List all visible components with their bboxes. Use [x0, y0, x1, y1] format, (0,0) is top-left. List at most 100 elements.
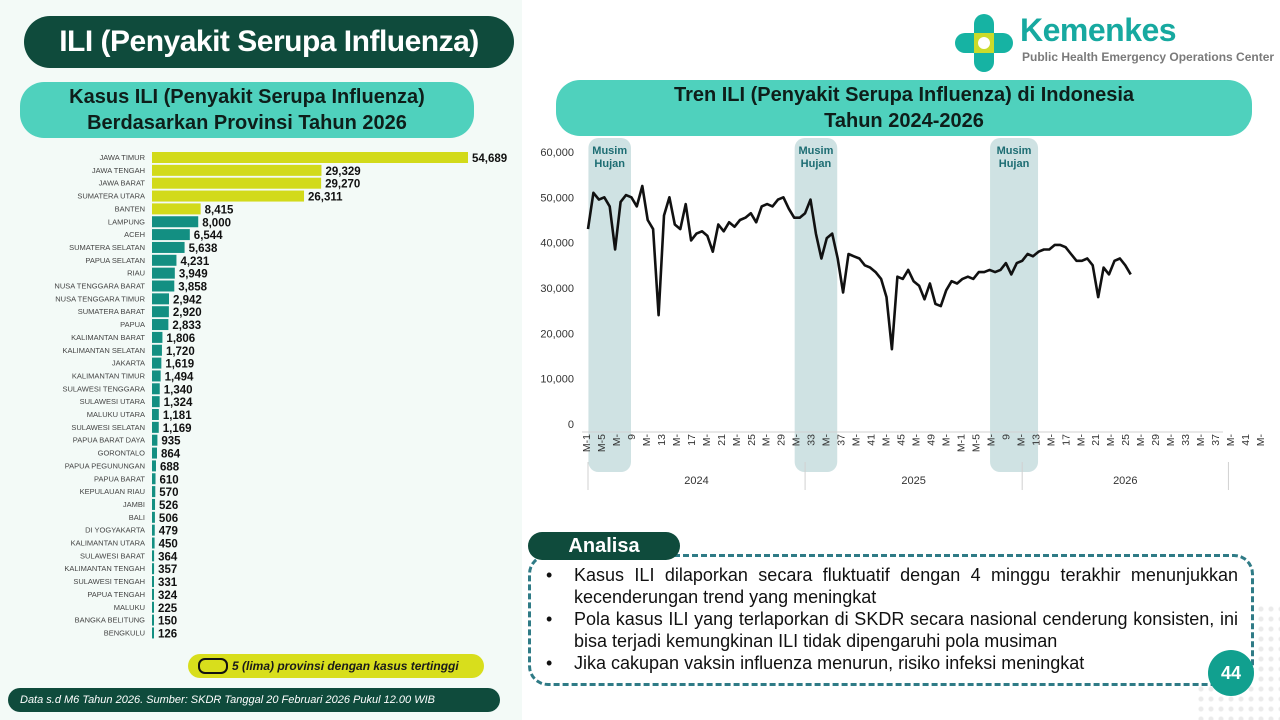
season-label: Hujan: [801, 158, 832, 170]
year-label: 2026: [1113, 475, 1137, 487]
bar-category-label: BENGKULU: [104, 628, 145, 637]
x-week-label: 9: [1000, 434, 1012, 440]
x-week-label: 25: [746, 434, 758, 446]
bar-value-label: 935: [161, 436, 181, 448]
bar: [152, 203, 201, 215]
bar: [152, 588, 154, 600]
y-tick-label: 10,000: [540, 374, 574, 386]
bar-category-label: ACEH: [124, 230, 145, 239]
x-week-label: 29: [1150, 434, 1162, 446]
bar-value-label: 4,231: [180, 256, 209, 268]
bar: [152, 409, 159, 420]
bar-value-label: 3,858: [178, 282, 207, 294]
bar-value-label: 1,181: [163, 410, 192, 422]
season-label: Musim: [997, 145, 1032, 157]
bar: [152, 344, 162, 356]
bar: [152, 447, 157, 459]
season-band: [588, 138, 631, 472]
bar-value-label: 126: [158, 628, 177, 640]
bar: [152, 601, 154, 613]
bar-category-label: BALI: [129, 513, 145, 522]
bar: [152, 331, 163, 343]
kemenkes-logo: Kemenkes Public Health Emergency Operati…: [952, 12, 1274, 74]
bar-category-label: JAKARTA: [112, 359, 145, 368]
season-label: Musim: [592, 145, 627, 157]
x-week-label: M-5: [970, 434, 982, 452]
bar: [152, 229, 190, 241]
bar-value-label: 331: [158, 577, 178, 589]
bar: [152, 498, 156, 510]
x-week-label: 33: [806, 434, 818, 446]
season-band: [990, 138, 1039, 472]
bar-category-label: JAWA TIMUR: [99, 153, 145, 162]
bar-value-label: 479: [159, 526, 178, 538]
bar: [152, 306, 169, 318]
bar-category-label: SULAWESI TENGGARA: [62, 384, 145, 393]
bar-value-label: 26,311: [308, 192, 343, 204]
season-band: [794, 138, 838, 472]
bar-value-label: 1,169: [163, 423, 192, 435]
x-week-label: 29: [776, 434, 788, 446]
bar-value-label: 864: [161, 449, 181, 461]
bar: [152, 434, 158, 446]
bar-category-label: KALIMANTAN TENGAH: [64, 564, 145, 573]
bar-value-label: 688: [160, 461, 180, 473]
x-week-label: 9: [626, 434, 638, 440]
bar-category-label: PAPUA PEGUNUNGAN: [65, 461, 145, 470]
top5-legend: 5 (lima) provinsi dengan kasus tertinggi: [188, 654, 484, 678]
bar: [152, 319, 169, 331]
bar-value-label: 364: [158, 551, 178, 563]
bar: [152, 216, 199, 228]
x-week-label: M-: [1225, 434, 1237, 447]
bar-category-label: NUSA TENGGARA TIMUR: [55, 294, 145, 303]
bar: [152, 267, 175, 279]
bar: [152, 254, 177, 266]
bar-category-label: PAPUA TENGAH: [87, 590, 145, 599]
bar: [152, 576, 154, 588]
bar-chart-subtitle-line-2: Berdasarkan Provinsi Tahun 2026: [87, 112, 407, 134]
bar-value-label: 2,942: [173, 294, 202, 306]
x-week-label: M-: [1165, 434, 1177, 447]
bar-value-label: 1,340: [164, 384, 193, 396]
bar: [152, 563, 155, 575]
bar-category-label: RIAU: [127, 269, 145, 278]
bar: [152, 164, 322, 176]
season-label: Musim: [799, 145, 834, 157]
bar-value-label: 29,270: [325, 179, 360, 191]
bar-category-label: JAWA TENGAH: [92, 166, 145, 175]
x-week-label: 41: [866, 434, 878, 446]
x-week-label: 13: [1030, 434, 1042, 446]
y-tick-label: 50,000: [540, 192, 574, 204]
x-week-label: 25: [1120, 434, 1132, 446]
bar: [152, 293, 169, 305]
x-week-label: M-1: [955, 434, 967, 452]
x-week-label: M-: [1255, 434, 1267, 447]
analisa-list: Kasus ILI dilaporkan secara fluktuatif d…: [544, 564, 1238, 674]
bar-value-label: 1,324: [164, 397, 193, 409]
analisa-item: Kasus ILI dilaporkan secara fluktuatif d…: [544, 564, 1238, 608]
bar-value-label: 29,329: [325, 166, 360, 178]
bar-category-label: BANTEN: [115, 204, 145, 213]
x-week-label: M-: [1075, 434, 1087, 447]
x-week-label: 49: [925, 434, 937, 446]
x-week-label: 17: [1060, 434, 1072, 446]
bar-value-label: 506: [159, 513, 178, 525]
bar: [152, 357, 162, 369]
y-tick-label: 20,000: [540, 328, 574, 340]
bar-category-label: PAPUA SELATAN: [85, 256, 145, 265]
x-week-label: M-: [821, 434, 833, 447]
bar: [152, 550, 155, 562]
bar-value-label: 1,806: [166, 333, 195, 345]
x-week-label: M-: [1195, 434, 1207, 447]
bar-category-label: KALIMANTAN TIMUR: [72, 371, 146, 380]
x-week-label: M-: [1135, 434, 1147, 447]
bar: [152, 370, 161, 382]
bar-category-label: NUSA TENGGARA BARAT: [54, 282, 145, 291]
bar-value-label: 6,544: [194, 230, 223, 242]
bar-value-label: 450: [159, 539, 178, 551]
season-label: Hujan: [999, 158, 1030, 170]
page-number-badge: 44: [1208, 650, 1254, 696]
bar-value-label: 2,920: [173, 307, 202, 319]
bar-category-label: SULAWESI SELATAN: [71, 423, 145, 432]
x-week-label: M-5: [596, 434, 608, 452]
